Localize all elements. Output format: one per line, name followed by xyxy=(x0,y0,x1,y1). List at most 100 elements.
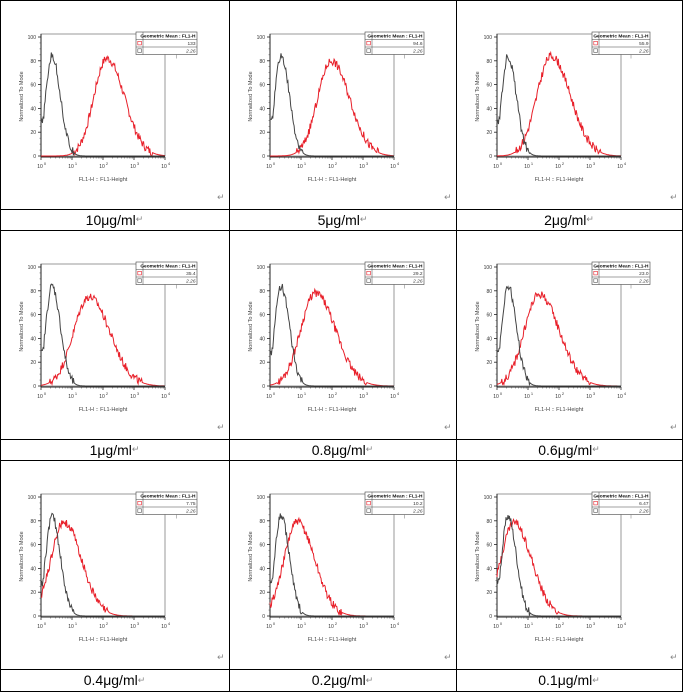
legend-box xyxy=(135,261,198,285)
y-tick-label: 80 xyxy=(486,519,492,525)
x-tick-exponent: 0 xyxy=(44,621,47,626)
caption-text: 1μg/ml xyxy=(89,441,132,458)
caption-text: 0.6μg/ml xyxy=(538,441,593,458)
y-tick-label: 80 xyxy=(30,289,36,295)
x-tick-label: 10 xyxy=(130,394,136,400)
legend-value: 2.26 xyxy=(185,509,196,515)
x-tick-label: 10 xyxy=(130,164,136,170)
paragraph-mark-icon: ↵ xyxy=(586,214,594,224)
x-tick-exponent: 2 xyxy=(106,621,109,626)
x-tick-exponent: 2 xyxy=(562,161,565,166)
table-border-h xyxy=(0,460,683,461)
histogram-panel: 0 20 40 60 80 100 10 0 10 1 10 2 10 3 10 4 Normalized To… xyxy=(0,460,229,669)
concentration-caption: 10μg/ml ↵ xyxy=(0,209,229,230)
x-tick-label: 10 xyxy=(328,394,334,400)
y-tick-label: 60 xyxy=(486,313,492,319)
legend-box xyxy=(364,491,425,515)
concentration-caption: 0.8μg/ml ↵ xyxy=(229,439,456,460)
x-tick-exponent: 1 xyxy=(75,161,78,166)
x-tick-exponent: 3 xyxy=(593,391,596,396)
y-tick-label: 80 xyxy=(259,289,265,295)
table-border-h xyxy=(0,0,683,1)
legend-value: 29.2 xyxy=(413,271,423,277)
x-tick-exponent: 4 xyxy=(397,161,400,166)
x-tick-label: 10 xyxy=(37,624,43,630)
x-tick-exponent: 2 xyxy=(335,391,338,396)
histogram-panel: 0 20 40 60 80 100 10 0 10 1 10 2 10 3 10 4 Normalized To… xyxy=(0,230,229,439)
control-histogram-line xyxy=(40,283,165,387)
x-tick-label: 10 xyxy=(68,164,74,170)
y-tick-label: 20 xyxy=(486,130,492,136)
y-tick-label: 40 xyxy=(486,106,492,112)
legend-value: 2.26 xyxy=(412,49,423,55)
y-tick-label: 20 xyxy=(486,590,492,596)
x-tick-label: 10 xyxy=(390,394,396,400)
legend-value: 2.26 xyxy=(638,279,649,285)
legend-value: 2.26 xyxy=(185,279,196,285)
legend: Geometric Mean : FL1-H23.0 2.26 xyxy=(591,261,651,289)
x-tick-label: 10 xyxy=(328,164,334,170)
paragraph-mark-icon: ↵ xyxy=(444,653,452,663)
histogram-panel: 0 20 40 60 80 100 10 0 10 1 10 2 10 3 10 4 Normalized To… xyxy=(229,0,456,209)
legend: Geometric Mean : FL1-H10.2 2.26 xyxy=(364,491,425,519)
x-tick-exponent: 4 xyxy=(168,161,171,166)
y-tick-label: 0 xyxy=(489,614,492,620)
legend-value: 2.26 xyxy=(185,49,196,55)
control-histogram-line xyxy=(269,283,394,387)
x-tick-label: 10 xyxy=(68,394,74,400)
histogram-panel: 0 20 40 60 80 100 10 0 10 1 10 2 10 3 10 4 Normalized To… xyxy=(229,460,456,669)
x-tick-exponent: 4 xyxy=(624,391,627,396)
x-tick-exponent: 2 xyxy=(562,621,565,626)
x-tick-label: 10 xyxy=(99,624,105,630)
y-tick-label: 20 xyxy=(30,130,36,136)
control-histogram-line xyxy=(496,515,621,617)
legend-value: 2.26 xyxy=(412,279,423,285)
x-tick-label: 10 xyxy=(555,624,561,630)
x-tick-exponent: 2 xyxy=(106,161,109,166)
control-histogram-line xyxy=(496,54,621,157)
y-tick-label: 80 xyxy=(486,289,492,295)
legend: Geometric Mean : FL1-H55.9 2.26 xyxy=(591,31,651,59)
legend-value: 55.9 xyxy=(639,41,649,47)
caption-text: 5μg/ml xyxy=(317,211,360,228)
x-tick-exponent: 2 xyxy=(106,391,109,396)
x-tick-exponent: 0 xyxy=(500,391,503,396)
x-tick-label: 10 xyxy=(555,394,561,400)
sample-swatch-icon xyxy=(366,270,371,276)
legend-box xyxy=(591,31,651,55)
legend-title: Geometric Mean : FL1-H xyxy=(140,34,196,40)
legend-value: 133 xyxy=(187,41,195,47)
paragraph-mark-icon: ↵ xyxy=(670,193,678,203)
y-tick-label: 20 xyxy=(30,590,36,596)
y-tick-label: 20 xyxy=(259,130,265,136)
y-tick-label: 100 xyxy=(257,35,266,41)
y-tick-label: 40 xyxy=(486,566,492,572)
legend: Geometric Mean : FL1-H35.4 2.26 xyxy=(135,261,198,289)
y-tick-label: 60 xyxy=(259,543,265,549)
x-tick-label: 10 xyxy=(99,164,105,170)
concentration-caption: 0.4μg/ml ↵ xyxy=(0,669,229,691)
y-tick-label: 80 xyxy=(259,519,265,525)
legend-value: 7.75 xyxy=(186,501,196,507)
y-tick-label: 0 xyxy=(489,154,492,160)
x-axis-label: FL1-H :: FL1-Height xyxy=(79,637,128,643)
y-tick-label: 20 xyxy=(486,360,492,366)
x-tick-label: 10 xyxy=(37,394,43,400)
x-tick-exponent: 0 xyxy=(273,621,276,626)
paragraph-mark-icon: ↵ xyxy=(592,444,600,454)
y-tick-label: 100 xyxy=(484,265,493,271)
caption-text: 0.4μg/ml xyxy=(83,672,138,688)
sample-histogram-line xyxy=(40,520,165,617)
x-tick-exponent: 0 xyxy=(273,391,276,396)
x-axis-label: FL1-H :: FL1-Height xyxy=(308,637,357,643)
x-tick-label: 10 xyxy=(359,164,365,170)
table-border-v xyxy=(0,0,1,692)
sample-histogram-line xyxy=(269,516,394,617)
x-tick-exponent: 3 xyxy=(137,621,140,626)
x-tick-exponent: 1 xyxy=(531,161,534,166)
y-tick-label: 60 xyxy=(486,543,492,549)
y-tick-label: 0 xyxy=(33,614,36,620)
